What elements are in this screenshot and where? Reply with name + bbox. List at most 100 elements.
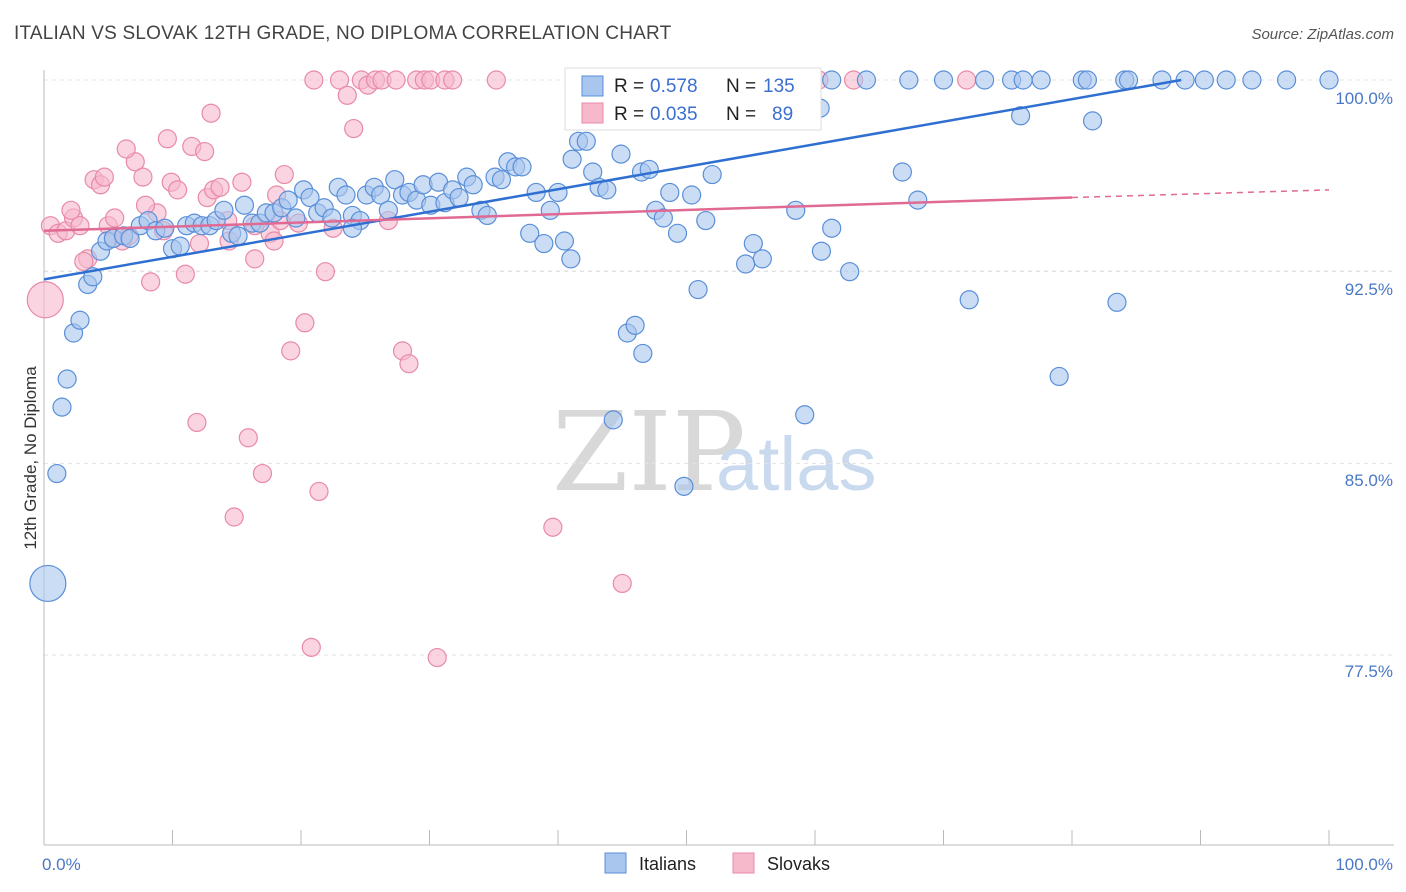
italians-point xyxy=(899,70,919,90)
stats-italians-n-label: N = xyxy=(726,76,756,97)
stats-slovaks-r-value: 0.035 xyxy=(650,104,698,125)
chart-source: Source: ZipAtlas.com xyxy=(1251,26,1394,43)
x-tick-label-100: 100.0% xyxy=(1335,855,1393,874)
watermark-zip: ZIP xyxy=(552,388,746,516)
slovaks-point xyxy=(486,70,506,90)
italians-point xyxy=(1013,70,1033,90)
stats-italians-n-value: 135 xyxy=(763,76,795,97)
series-legend: Italians Slovaks xyxy=(604,852,830,874)
grid-layer xyxy=(44,79,1394,656)
slovaks-point xyxy=(344,118,364,139)
stats-italians-r-label: R = xyxy=(614,76,644,97)
slovaks-point xyxy=(133,167,153,187)
italians-point xyxy=(300,187,320,208)
italians-point xyxy=(170,236,190,256)
italians-point xyxy=(603,410,623,430)
italians-point xyxy=(1319,70,1339,90)
slovaks-point xyxy=(386,70,406,90)
italians-point xyxy=(1107,292,1127,312)
italians-point xyxy=(822,218,842,238)
italians-point xyxy=(975,70,995,90)
italians-point xyxy=(520,223,540,243)
stats-italians-r-value: 0.578 xyxy=(650,76,698,97)
stats-slovaks-n-label: N = xyxy=(726,104,756,125)
slovaks-point xyxy=(957,70,977,90)
y-tick-label-100: 100.0% xyxy=(1335,89,1393,108)
slovaks-point xyxy=(74,251,94,272)
italians-point xyxy=(385,170,405,190)
italians-point xyxy=(336,185,356,205)
italians-point xyxy=(1118,70,1139,90)
slovaks-point xyxy=(187,412,207,433)
slovaks-point xyxy=(175,264,195,284)
italians-point xyxy=(795,405,815,425)
italians-point xyxy=(822,70,842,90)
italians-point xyxy=(29,564,67,603)
slovaks-point xyxy=(274,164,294,185)
italians-point xyxy=(52,397,72,417)
italians-point xyxy=(1031,70,1051,90)
slovaks-point xyxy=(252,463,273,484)
italians-point xyxy=(786,200,806,220)
slovaks-point xyxy=(309,481,329,502)
slovaks-point xyxy=(427,647,447,668)
legend-slovaks-swatch xyxy=(732,852,755,874)
italians-point xyxy=(892,162,912,182)
slovaks-point xyxy=(304,70,324,90)
italians-point xyxy=(611,144,631,164)
stats-slovaks-n-value: 89 xyxy=(772,104,793,125)
italians-point xyxy=(561,249,581,269)
watermark-atlas: atlas xyxy=(716,422,877,507)
italians-point xyxy=(1242,70,1262,90)
slovaks-point xyxy=(94,167,114,187)
slovaks-point xyxy=(238,428,258,448)
italians-point xyxy=(840,262,860,282)
trend-lines xyxy=(43,78,1330,281)
italians-point xyxy=(633,343,653,364)
italians-point xyxy=(322,208,342,228)
slovaks-point xyxy=(337,85,357,105)
stats-slovaks-swatch xyxy=(581,102,604,124)
slovaks-point xyxy=(26,281,64,319)
y-tick-label-77-5: 77.5% xyxy=(1345,662,1393,681)
italians-point xyxy=(534,233,554,254)
italians-point xyxy=(682,185,702,205)
italians-point xyxy=(1049,366,1069,387)
italians-point xyxy=(688,279,708,300)
italians-point xyxy=(752,249,772,269)
legend-italians-swatch xyxy=(604,852,627,874)
italians-point xyxy=(70,310,90,330)
italians-point xyxy=(576,131,596,151)
slovaks-point xyxy=(157,129,177,149)
slovaks-point xyxy=(399,354,419,374)
axis-layer xyxy=(43,70,1394,846)
slovaks-point xyxy=(141,272,161,292)
italians-point xyxy=(653,208,673,228)
italians-point xyxy=(667,223,688,243)
italians-point xyxy=(702,164,722,185)
legend-italians-label: Italians xyxy=(639,854,696,874)
y-axis-label: 12th Grade, No Diploma xyxy=(21,366,40,550)
italians-point xyxy=(540,200,560,220)
italians-point xyxy=(449,187,469,208)
slovaks-point xyxy=(301,637,321,657)
slovaks-point xyxy=(61,200,81,220)
x-tick-label-0: 0.0% xyxy=(42,855,81,874)
italians-point xyxy=(371,185,391,205)
italians-point xyxy=(228,226,248,246)
italians-point xyxy=(548,182,568,203)
slovaks-point xyxy=(612,573,632,594)
italians-point xyxy=(1077,70,1098,90)
italians-point xyxy=(214,200,234,220)
italians-point xyxy=(743,233,763,254)
italians-point xyxy=(674,476,694,496)
italians-point xyxy=(120,228,140,249)
italians-point xyxy=(57,369,77,389)
slovaks-point xyxy=(232,172,252,192)
italians-point xyxy=(639,159,659,180)
slovaks-point xyxy=(224,507,244,527)
slovaks-trend-line-extension xyxy=(1071,189,1330,199)
slovaks-point xyxy=(315,262,336,282)
italians-point xyxy=(562,149,582,169)
